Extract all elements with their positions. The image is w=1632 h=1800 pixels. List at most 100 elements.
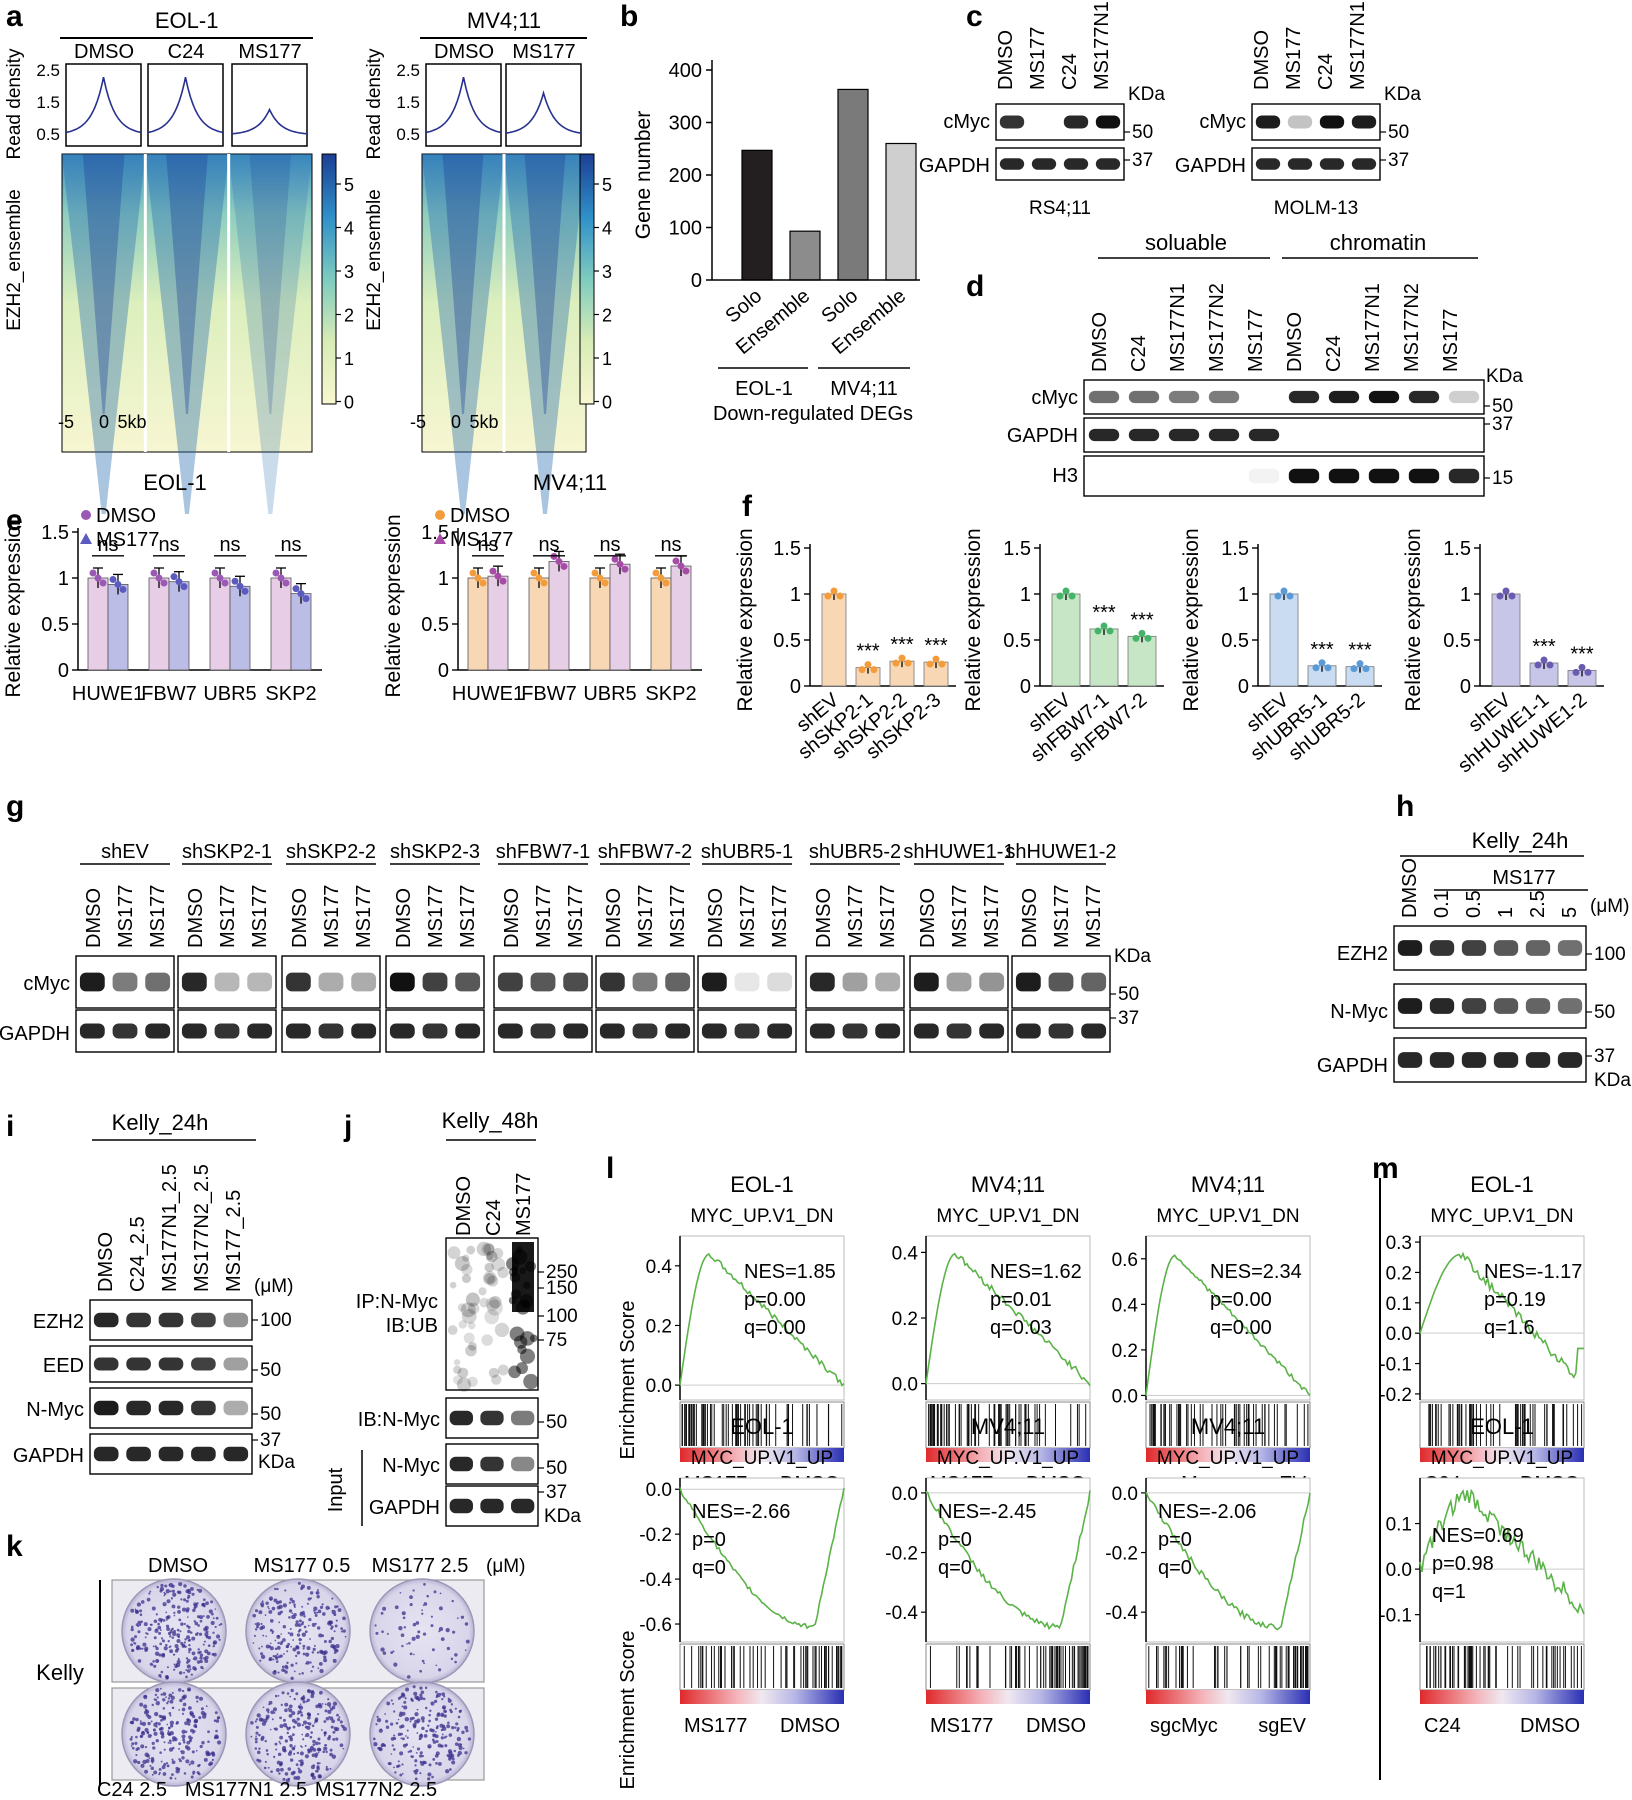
j-ub-smear [458, 1320, 468, 1329]
k-colony [258, 1733, 261, 1737]
j-ub-smear [454, 1256, 470, 1271]
k-colony [392, 1734, 396, 1737]
k-colony [186, 1687, 192, 1692]
k-colony [169, 1776, 173, 1780]
e-bar [168, 581, 190, 671]
d-fraction-label: chromatin [1330, 230, 1427, 255]
k-colony [299, 1763, 303, 1767]
k-colony [423, 1733, 428, 1738]
a-ytick: 0.5 [36, 125, 60, 144]
k-colony [163, 1594, 166, 1597]
k-colony [445, 1769, 450, 1774]
k-colony [174, 1644, 179, 1649]
k-colony [204, 1625, 209, 1631]
f-ytick: 1 [1020, 584, 1031, 606]
k-colony [398, 1713, 403, 1718]
f-point [858, 666, 866, 674]
gsea-right-label: DMSO [1026, 1715, 1086, 1737]
g-lane-label: DMSO [705, 888, 727, 948]
g-cmyc-band [214, 972, 240, 992]
k-colony [464, 1622, 469, 1626]
panel-label-j: j [343, 1110, 352, 1143]
e-ytick: 1.5 [421, 522, 449, 544]
k-colony [314, 1614, 318, 1617]
k-colony [325, 1750, 328, 1754]
e-bar [107, 584, 129, 671]
c-lane-label: MS177 [1283, 27, 1305, 90]
k-colony [342, 1629, 346, 1633]
k-colony [381, 1630, 384, 1633]
i-ezh2-band [191, 1312, 216, 1328]
k-colony [336, 1713, 339, 1717]
k-colony [295, 1620, 299, 1624]
f-sig: *** [1310, 639, 1334, 661]
g-lane-label: MS177 [737, 885, 759, 948]
k-colony [269, 1642, 272, 1645]
k-colony [273, 1755, 276, 1759]
k-colony [399, 1695, 403, 1699]
g-marker: 50 [1118, 984, 1139, 1005]
f-point [830, 587, 838, 595]
g-lane-label: MS177 [353, 885, 375, 948]
k-colony [286, 1646, 289, 1649]
k-colony [257, 1750, 261, 1755]
k-colony [289, 1744, 293, 1748]
e-ytick: 0 [58, 660, 69, 682]
gsea-rank-bar [1420, 1690, 1584, 1704]
h-ezh2-band [1397, 940, 1423, 956]
f-point [1584, 668, 1592, 676]
k-colony [440, 1637, 445, 1642]
k-colony [276, 1587, 279, 1591]
f-point [1534, 661, 1542, 669]
i-eed-band [191, 1357, 216, 1371]
k-colony [431, 1648, 435, 1652]
a-colorbar-label: 1 [344, 349, 354, 369]
j-ub-smear [461, 1263, 473, 1276]
b-bar [789, 230, 821, 281]
k-colony [176, 1590, 180, 1594]
k-colony [338, 1716, 341, 1719]
e-category: HUWE1 [72, 683, 144, 705]
k-colony [189, 1587, 194, 1591]
k-colony [159, 1629, 162, 1631]
k-colony [438, 1606, 443, 1611]
e-bar [609, 563, 631, 671]
gsea-frame [1419, 1235, 1585, 1401]
k-colony [193, 1604, 198, 1608]
gsea-stat: p=0.19 [1484, 1289, 1546, 1311]
c-gapdh-band [1351, 158, 1377, 170]
k-colony [274, 1647, 278, 1651]
k-colony [190, 1673, 193, 1676]
h-lane-label: DMSO [1399, 858, 1421, 918]
c-gapdh-band [1063, 158, 1089, 170]
k-colony [150, 1759, 153, 1762]
j-input-row: GAPDH [369, 1497, 440, 1519]
k-colony [321, 1703, 324, 1705]
d-lane-label: MS177N1 [1167, 283, 1189, 372]
k-colony [191, 1636, 196, 1641]
k-colony [284, 1702, 289, 1707]
k-colony [312, 1748, 317, 1752]
k-colony [269, 1628, 273, 1632]
gsea-ytick: -0.4 [1105, 1603, 1138, 1624]
i-row-label: EZH2 [33, 1311, 84, 1333]
k-colony [198, 1716, 202, 1720]
c-cell-label: MOLM-13 [1274, 198, 1358, 219]
d-gapdh-band [1168, 428, 1200, 442]
k-colony [401, 1693, 406, 1698]
k-colony [435, 1761, 438, 1765]
j-input-gapdh-band [449, 1498, 473, 1514]
b-xlabel: Down-regulated DEGs [713, 403, 913, 425]
h-ezh2-band [1461, 940, 1487, 956]
k-colony [404, 1697, 407, 1700]
k-colony [277, 1641, 280, 1645]
k-colony [310, 1694, 315, 1699]
c-lane-label: C24 [1315, 53, 1337, 90]
k-colony [423, 1583, 426, 1586]
k-colony [185, 1669, 188, 1672]
k-colony [263, 1766, 267, 1770]
k-colony [455, 1722, 459, 1726]
k-colony [196, 1700, 199, 1703]
k-colony [152, 1746, 156, 1750]
k-colony [205, 1705, 208, 1707]
